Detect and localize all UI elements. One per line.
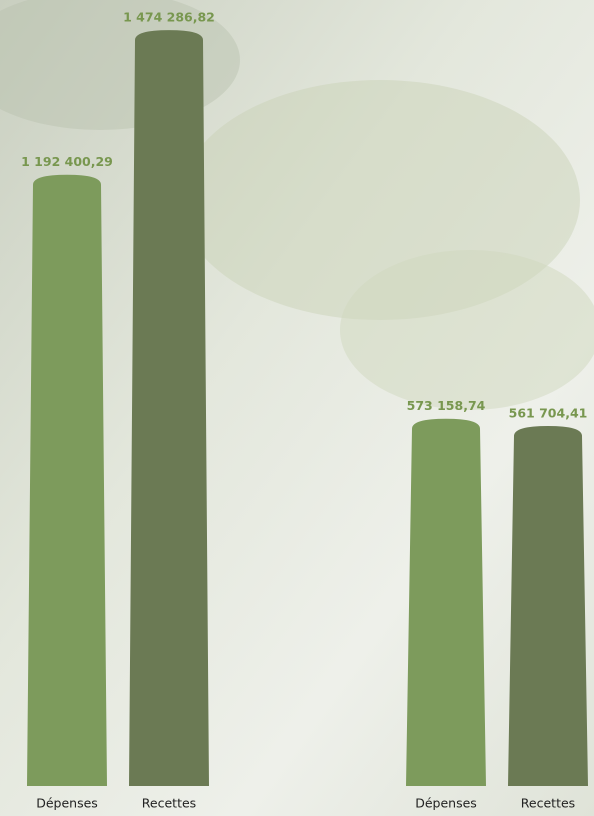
value-label: 1 192 400,29: [21, 154, 113, 169]
x-tick-label: Recettes: [142, 796, 196, 811]
bar: [129, 30, 209, 786]
bar: [508, 426, 588, 786]
value-label: 573 158,74: [407, 398, 486, 413]
value-label: 561 704,41: [509, 406, 588, 421]
bar: [406, 418, 486, 786]
x-tick-label: Dépenses: [415, 796, 477, 811]
value-label: 1 474 286,82: [123, 10, 215, 25]
x-tick-label: Recettes: [521, 796, 575, 811]
x-tick-label: Dépenses: [36, 796, 98, 811]
foliage: [340, 250, 594, 410]
bar: [27, 174, 107, 787]
